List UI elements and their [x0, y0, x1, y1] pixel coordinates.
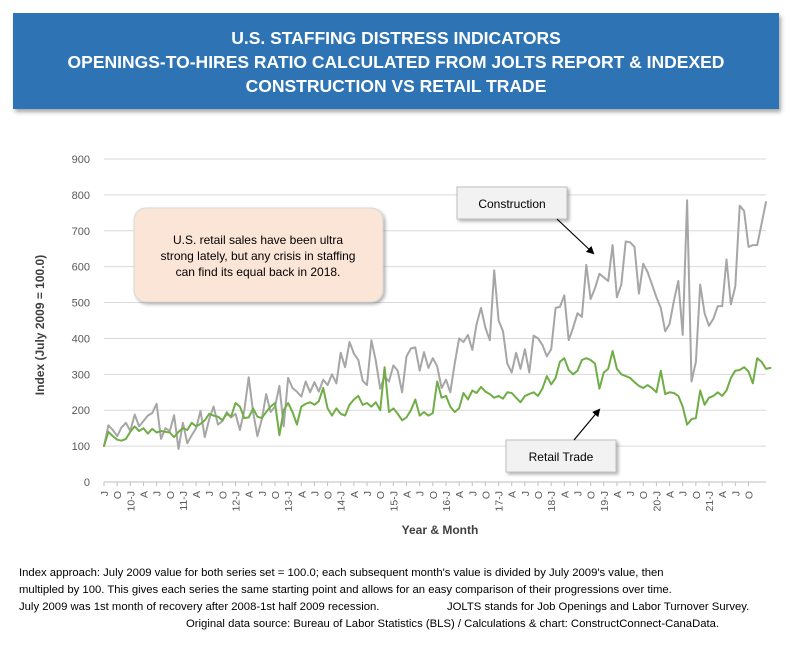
x-tick-label: O: [428, 491, 440, 499]
x-tick-label: A: [454, 491, 466, 498]
x-tick-label: A: [191, 491, 203, 498]
x-tick-label: J: [572, 491, 584, 496]
footer-line-2: multipled by 100. This gives each series…: [19, 584, 672, 596]
x-tick-label: 19-J: [599, 491, 611, 511]
x-tick-label: O: [691, 491, 703, 499]
chart-title-line-2: OPENINGS-TO-HIRES RATIO CALCULATED FROM …: [67, 52, 725, 72]
series-lines: [103, 199, 772, 450]
x-tick-label: A: [507, 491, 519, 498]
x-tick-label: O: [375, 491, 387, 499]
x-tick-label: A: [665, 491, 677, 498]
y-tick-label: 900: [72, 154, 90, 166]
x-tick-label: O: [270, 491, 282, 499]
chart-title-line-3: CONSTRUCTION VS RETAIL TRADE: [245, 76, 547, 96]
series-line-retail-trade: [103, 350, 772, 448]
x-tick-label: A: [349, 491, 361, 498]
x-tick-label: O: [217, 491, 229, 499]
y-axis-title: Index (July 2009 = 100.0): [33, 255, 47, 395]
x-tick-label: O: [165, 491, 177, 499]
x-tick-label: A: [244, 491, 256, 498]
x-tick-label: 16-J: [441, 491, 453, 511]
retail-label-callout: Retail Trade: [505, 408, 617, 473]
x-tick-label: 15-J: [388, 491, 400, 511]
retail-arrow: [573, 408, 601, 441]
x-tick-label: J: [257, 491, 269, 496]
x-tick-label: J: [415, 491, 427, 496]
y-tick-label: 400: [72, 333, 90, 345]
x-tick-label: O: [638, 491, 650, 499]
x-tick-label: 14-J: [336, 491, 348, 511]
y-tick-label: 200: [72, 405, 90, 417]
y-tick-label: 600: [72, 262, 90, 274]
x-tick-label: J: [467, 491, 479, 496]
retail-note-line-2: strong lately, but any crisis in staffin…: [161, 249, 356, 263]
x-tick-label: J: [730, 491, 742, 496]
x-tick-label: O: [480, 491, 492, 499]
chart-title-banner: U.S. STAFFING DISTRESS INDICATORS OPENIN…: [13, 13, 779, 109]
x-tick-label: 21-J: [704, 491, 716, 511]
y-tick-label: 100: [72, 441, 90, 453]
y-tick-label: 300: [72, 369, 90, 381]
series-line-construction: [103, 199, 767, 450]
x-tick-label: J: [678, 491, 690, 496]
construction-label: Construction: [478, 197, 545, 211]
x-tick-label: J: [362, 491, 374, 496]
x-tick-label: 17-J: [494, 491, 506, 511]
x-tick-label: O: [323, 491, 335, 499]
footer-line-4: Original data source: Bureau of Labor St…: [186, 618, 720, 630]
x-tick-label: J: [204, 491, 216, 496]
x-tick-label: O: [112, 491, 124, 499]
x-tick-label: 18-J: [546, 491, 558, 511]
footer-line-3b: JOLTS stands for Job Openings and Labor …: [447, 601, 750, 613]
x-tick-label: 13-J: [283, 491, 295, 511]
retail-label: Retail Trade: [529, 450, 594, 464]
x-tick-label: J: [99, 491, 111, 496]
x-tick-label: 10-J: [125, 491, 137, 511]
x-tick-label: O: [586, 491, 598, 499]
retail-note-line-3: can find its equal back in 2018.: [176, 265, 341, 279]
x-axis-title: Year & Month: [402, 523, 479, 537]
x-tick-label: 11-J: [178, 491, 190, 511]
y-tick-label: 0: [84, 477, 90, 489]
x-tick-label: A: [296, 491, 308, 498]
x-tick-label: J: [152, 491, 164, 496]
x-tick-label: O: [533, 491, 545, 499]
x-tick-label: 20-J: [651, 491, 663, 511]
x-tick-label: A: [612, 491, 624, 498]
construction-label-callout: Construction: [456, 186, 595, 255]
y-tick-label: 500: [72, 298, 90, 310]
x-tick-label: J: [520, 491, 532, 496]
x-tick-label: J: [625, 491, 637, 496]
x-tick-label: O: [743, 491, 755, 499]
construction-arrow: [556, 218, 595, 255]
x-tick-label: A: [559, 491, 571, 498]
footer-line-1: Index approach: July 2009 value for both…: [19, 567, 664, 579]
footer-line-3a: July 2009 was 1st month of recovery afte…: [19, 601, 380, 613]
y-axis: 0 100 200 300 400 500 600 700 800 900: [72, 154, 90, 489]
x-tick-label: A: [138, 491, 150, 498]
y-tick-label: 700: [72, 226, 90, 238]
x-axis: J O 10-J A J O 11-J A J O 12-J A J O 13-J A J O 14-J A J O 15-…: [99, 482, 755, 511]
chart-title-line-1: U.S. STAFFING DISTRESS INDICATORS: [231, 28, 561, 48]
retail-note-callout: U.S. retail sales have been ultra strong…: [133, 207, 384, 303]
x-tick-label: J: [309, 491, 321, 496]
x-tick-label: A: [717, 491, 729, 498]
x-tick-label: 12-J: [231, 491, 243, 511]
x-tick-label: A: [402, 491, 414, 498]
retail-note-line-1: U.S. retail sales have been ultra: [173, 233, 343, 247]
y-tick-label: 800: [72, 190, 90, 202]
